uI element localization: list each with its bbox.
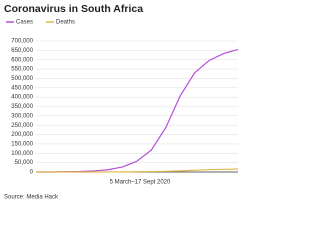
y-tick-label: 150,000 xyxy=(11,142,33,148)
chart-title: Coronavirus in South Africa xyxy=(4,3,143,15)
y-tick-label: 600,000 xyxy=(11,57,33,63)
y-tick-label: 200,000 xyxy=(11,132,33,138)
source: Source: Media Hack xyxy=(4,195,59,201)
x-axis-label: 5 March–17 Sept 2020 xyxy=(110,180,171,186)
y-tick-label: 300,000 xyxy=(11,113,33,119)
y-tick-label: 250,000 xyxy=(11,123,33,129)
y-tick-label: 0 xyxy=(30,170,34,176)
y-tick-label: 100,000 xyxy=(11,151,33,157)
line-series xyxy=(35,48,239,173)
chart: Coronavirus in South Africa 5 March–17 S… xyxy=(4,3,239,201)
legend-label: Deaths xyxy=(56,20,75,26)
y-tick-label: 550,000 xyxy=(11,67,33,73)
y-tick-label: 350,000 xyxy=(11,104,33,110)
y-tick-label: 400,000 xyxy=(11,95,33,101)
y-tick-label: 450,000 xyxy=(11,85,33,91)
y-tick-label: 500,000 xyxy=(11,76,33,82)
y-tick-label: 700,000 xyxy=(11,39,33,45)
line-series xyxy=(36,168,239,173)
legend-label: Cases xyxy=(16,20,33,26)
y-tick-label: 50,000 xyxy=(15,160,34,166)
y-tick-label: 650,000 xyxy=(11,48,33,54)
